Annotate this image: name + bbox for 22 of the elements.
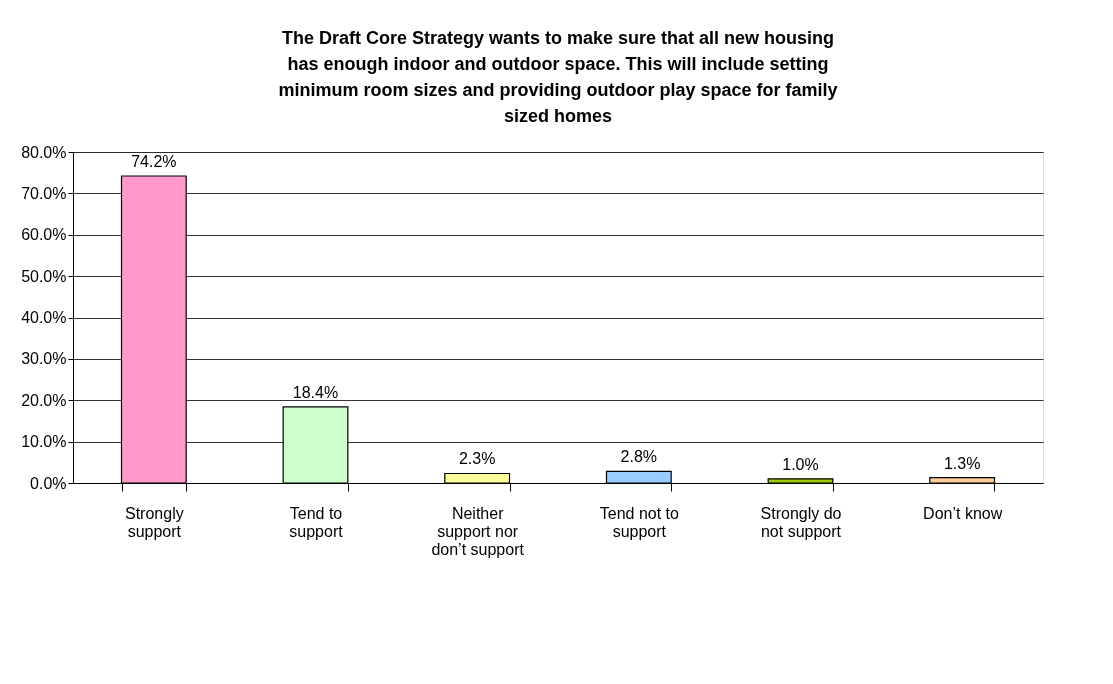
data-label: 74.2% xyxy=(131,153,177,170)
y-tick-label: 0.0% xyxy=(30,474,67,492)
y-tick-label: 70.0% xyxy=(21,184,67,202)
x-tick-label: Strongly support xyxy=(124,504,184,540)
x-tick-label: Tend to support xyxy=(289,504,344,540)
y-tick-label: 20.0% xyxy=(21,391,67,409)
data-label: 2.3% xyxy=(458,450,496,468)
y-tick-label: 10.0% xyxy=(21,433,67,451)
data-label: 1.3% xyxy=(943,454,981,472)
y-tick-label: 30.0% xyxy=(21,350,67,368)
x-tick-label: Tend not to support xyxy=(599,504,680,540)
data-label: 18.4% xyxy=(292,383,339,401)
data-label: 1.0% xyxy=(782,455,819,473)
data-label: 2.8% xyxy=(620,448,658,466)
chart-title: The Draft Core Strategy wants to make sure that all new housing has enough indoor and outdoor space. This will include setting minimum room sizes and providing outdoor play space for family sized homes xyxy=(278,28,838,126)
x-tick-label: Don’t know xyxy=(923,504,1003,522)
x-tick-label: Neither support nor don’t support xyxy=(431,504,525,558)
y-tick-label: 60.0% xyxy=(21,226,67,244)
x-tick-label: Strongly do not support xyxy=(760,504,842,540)
y-tick-label: 50.0% xyxy=(21,267,67,285)
y-tick-label: 80.0% xyxy=(21,143,67,161)
y-tick-label: 40.0% xyxy=(21,309,67,326)
